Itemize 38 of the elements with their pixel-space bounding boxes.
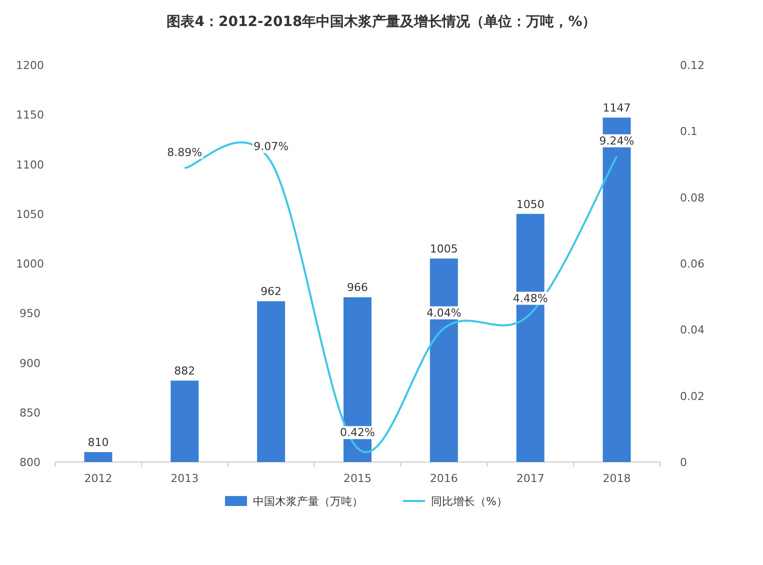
data-label: 9.07% <box>254 140 289 153</box>
y2-tick-label: 0.04 <box>680 324 704 337</box>
y-tick-label: 950 <box>20 307 40 320</box>
data-label: 810 <box>88 436 109 450</box>
y2-tick-label: 0.12 <box>680 59 704 72</box>
y-tick-label: 1200 <box>16 59 44 72</box>
y2-tick-label: 0.08 <box>680 191 704 204</box>
y-tick-label: 1000 <box>16 258 44 270</box>
data-label: 966 <box>347 281 368 294</box>
y-tick-label: 1100 <box>16 158 44 172</box>
legend-label: 同比增长（%） <box>431 495 508 508</box>
y2-tick-label: 0 <box>680 456 687 469</box>
data-label: 8.89% <box>167 146 202 159</box>
legend-label: 中国木浆产量（万吨） <box>253 495 363 508</box>
y-tick-label: 800 <box>20 456 40 469</box>
x-tick-label: 2012 <box>84 472 112 485</box>
data-label: 1147 <box>602 102 631 115</box>
data-label: 1050 <box>516 198 544 211</box>
x-tick-label: 2018 <box>602 472 631 485</box>
data-label: 4.48% <box>512 292 548 305</box>
y-tick-label: 1050 <box>16 208 44 221</box>
data-label: 882 <box>174 364 196 378</box>
y-tick-label: 1150 <box>16 108 44 122</box>
data-label: 9.24% <box>599 134 634 148</box>
y-tick-label: 850 <box>20 406 40 420</box>
chart-title: 图表4：2012-2018年中国木浆产量及增长情况（单位：万吨，%） <box>166 13 596 30</box>
y2-tick-label: 0.1 <box>680 125 698 138</box>
data-label: 0.42% <box>340 426 375 440</box>
data-label: 1005 <box>430 242 458 256</box>
y-tick-label: 900 <box>20 356 40 370</box>
x-tick-label: 2013 <box>170 472 199 485</box>
x-tick-label: 2016 <box>430 472 458 485</box>
data-label: 4.04% <box>426 306 462 320</box>
y2-tick-label: 0.02 <box>680 390 704 403</box>
y2-tick-label: 0.06 <box>680 258 704 270</box>
data-label: 962 <box>260 285 282 298</box>
x-tick-label: 2015 <box>344 472 372 485</box>
x-tick-label: 2017 <box>516 472 544 485</box>
